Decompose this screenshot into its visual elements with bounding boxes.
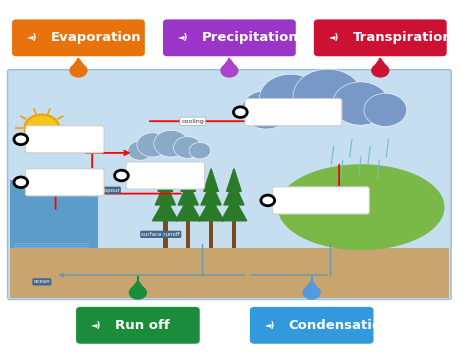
FancyBboxPatch shape <box>245 99 342 126</box>
Circle shape <box>128 141 153 160</box>
Circle shape <box>293 69 362 122</box>
Circle shape <box>234 107 247 118</box>
Polygon shape <box>304 280 319 290</box>
Circle shape <box>364 93 407 126</box>
FancyBboxPatch shape <box>162 18 297 57</box>
Text: ◄): ◄) <box>178 33 188 42</box>
FancyBboxPatch shape <box>11 18 146 57</box>
FancyBboxPatch shape <box>313 18 447 57</box>
Circle shape <box>14 134 27 144</box>
Polygon shape <box>204 169 219 191</box>
Circle shape <box>261 195 274 206</box>
Text: Precipitation: Precipitation <box>202 31 299 44</box>
FancyBboxPatch shape <box>8 70 451 300</box>
Circle shape <box>302 285 321 300</box>
Polygon shape <box>181 169 196 191</box>
Text: ocean: ocean <box>34 279 50 284</box>
FancyBboxPatch shape <box>26 126 104 153</box>
Text: water vapour: water vapour <box>83 188 120 193</box>
FancyBboxPatch shape <box>26 169 104 196</box>
Circle shape <box>69 64 88 78</box>
Bar <box>163 221 168 248</box>
Text: cooling: cooling <box>182 119 204 124</box>
Circle shape <box>25 115 59 141</box>
Polygon shape <box>178 182 198 205</box>
FancyBboxPatch shape <box>126 162 205 189</box>
Polygon shape <box>130 280 145 290</box>
Polygon shape <box>373 59 388 69</box>
Text: Evaporation: Evaporation <box>51 31 142 44</box>
Bar <box>186 221 191 248</box>
Bar <box>209 221 213 248</box>
Circle shape <box>173 137 201 158</box>
Circle shape <box>129 285 147 300</box>
Text: surface runoff: surface runoff <box>141 232 180 237</box>
Bar <box>10 248 449 298</box>
Text: ◄): ◄) <box>328 33 339 42</box>
Circle shape <box>333 82 389 125</box>
Circle shape <box>220 64 238 78</box>
Text: Run off: Run off <box>115 319 170 332</box>
Text: ◄): ◄) <box>264 321 275 330</box>
Ellipse shape <box>278 164 445 250</box>
Polygon shape <box>71 59 86 69</box>
Circle shape <box>259 74 322 122</box>
Circle shape <box>189 142 210 159</box>
Text: ◄): ◄) <box>27 33 37 42</box>
Polygon shape <box>153 198 178 221</box>
FancyBboxPatch shape <box>75 306 201 345</box>
FancyBboxPatch shape <box>249 306 374 345</box>
Polygon shape <box>155 182 175 205</box>
Circle shape <box>154 130 188 157</box>
Text: ◄): ◄) <box>91 321 101 330</box>
Polygon shape <box>224 182 244 205</box>
Polygon shape <box>175 198 201 221</box>
Polygon shape <box>158 169 173 191</box>
Circle shape <box>115 170 128 181</box>
Text: Transpiration: Transpiration <box>353 31 453 44</box>
Circle shape <box>137 133 168 157</box>
Polygon shape <box>227 169 241 191</box>
Circle shape <box>14 177 27 187</box>
Polygon shape <box>198 198 224 221</box>
Polygon shape <box>222 59 237 69</box>
Polygon shape <box>201 182 221 205</box>
Polygon shape <box>221 198 247 221</box>
Text: Condensation: Condensation <box>289 319 392 332</box>
Bar <box>232 221 236 248</box>
FancyBboxPatch shape <box>273 187 369 214</box>
Circle shape <box>371 64 390 78</box>
Circle shape <box>241 91 291 129</box>
Bar <box>10 180 98 248</box>
